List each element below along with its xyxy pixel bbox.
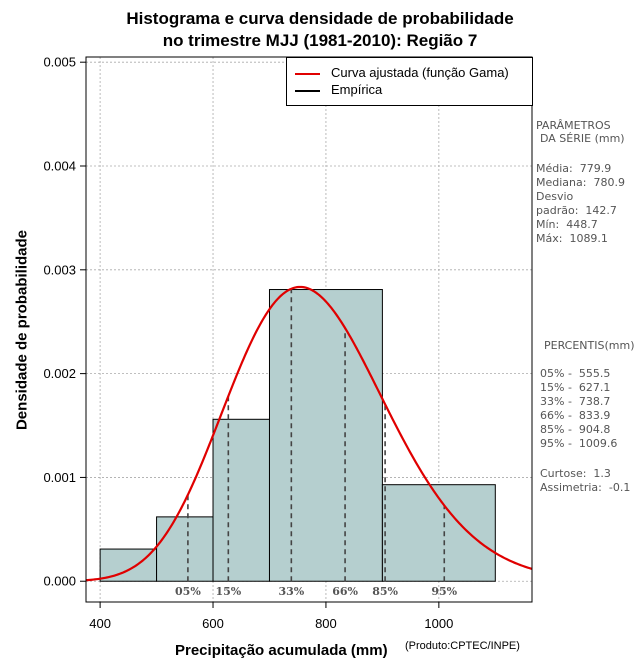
percentile-p85: 85% - 904.8 bbox=[540, 423, 611, 436]
x-tick-label: 600 bbox=[202, 616, 224, 631]
y-tick-label: 0.001 bbox=[43, 470, 76, 485]
histogram-bar bbox=[212, 418, 270, 582]
percentile-label: 05% bbox=[175, 585, 201, 598]
y-tick-label: 0.004 bbox=[43, 159, 76, 174]
percentile-p66: 66% - 833.9 bbox=[540, 409, 611, 422]
x-tick-label: 400 bbox=[89, 616, 111, 631]
percentile-label: 15% bbox=[215, 585, 241, 598]
percentiles-heading: PERCENTIS(mm) bbox=[544, 339, 635, 352]
x-tick-label: 1000 bbox=[424, 616, 453, 631]
histogram-bar bbox=[268, 289, 383, 582]
product-credit: (Produto:CPTEC/INPE) bbox=[405, 640, 520, 652]
stat-median: Mediana: 780.9 bbox=[536, 176, 625, 189]
stats-heading-1: PARÂMETROS bbox=[536, 119, 611, 132]
legend-swatch-fitted bbox=[295, 73, 320, 75]
histogram-bar bbox=[381, 484, 496, 582]
legend-swatch-empirical bbox=[295, 90, 320, 92]
stat-kurtosis: Curtose: 1.3 bbox=[540, 467, 611, 480]
stat-sd: padrão: 142.7 bbox=[536, 204, 617, 217]
fitted-gamma-curve bbox=[86, 285, 532, 582]
y-tick-label: 0.005 bbox=[43, 55, 76, 70]
chart-legend: Curva ajustada (função Gama) Empírica bbox=[286, 57, 533, 106]
stat-sd-label: Desvio bbox=[536, 190, 574, 203]
y-tick-label: 0.003 bbox=[43, 262, 76, 277]
percentile-p05: 05% - 555.5 bbox=[540, 367, 611, 380]
x-tick-label: 800 bbox=[315, 616, 337, 631]
stat-max: Máx: 1089.1 bbox=[536, 232, 608, 245]
y-axis-label: Densidade de probabilidade bbox=[13, 229, 31, 431]
legend-label-fitted: Curva ajustada (função Gama) bbox=[331, 65, 509, 80]
percentile-p95: 95% - 1009.6 bbox=[540, 437, 618, 450]
chart-title-line1: Histograma e curva densidade de probabil… bbox=[126, 9, 514, 28]
percentile-p33: 33% - 738.7 bbox=[540, 395, 611, 408]
y-tick-label: 0.000 bbox=[43, 574, 76, 589]
percentile-label: 66% bbox=[332, 585, 358, 598]
percentile-label: 95% bbox=[431, 585, 457, 598]
histogram-bar bbox=[156, 516, 214, 582]
legend-label-empirical: Empírica bbox=[331, 82, 383, 97]
percentile-label: 33% bbox=[278, 585, 304, 598]
stat-mean: Média: 779.9 bbox=[536, 162, 612, 175]
percentile-label: 85% bbox=[372, 585, 398, 598]
percentile-p15: 15% - 627.1 bbox=[540, 381, 611, 394]
stat-min: Mín: 448.7 bbox=[536, 218, 598, 231]
stat-skewness: Assimetria: -0.1 bbox=[540, 481, 631, 494]
stats-heading-2: DA SÉRIE (mm) bbox=[540, 132, 625, 145]
chart-title-line2: no trimestre MJJ (1981-2010): Região 7 bbox=[162, 31, 478, 50]
y-tick-label: 0.002 bbox=[43, 366, 76, 381]
x-axis-label: Precipitação acumulada (mm) bbox=[175, 642, 388, 659]
